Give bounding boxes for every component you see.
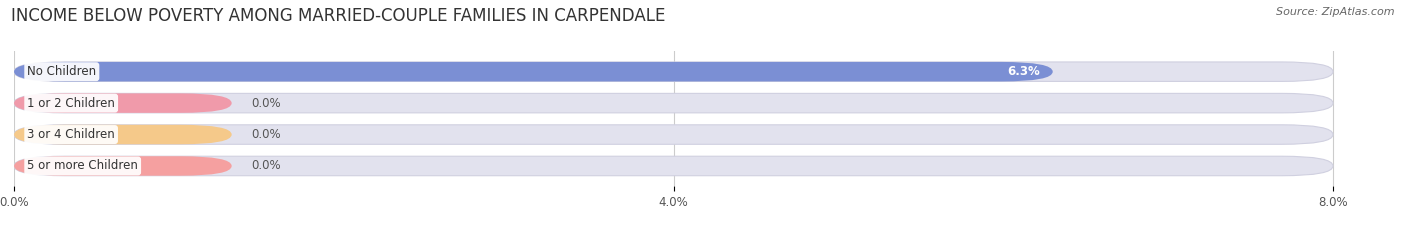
Text: 0.0%: 0.0% <box>252 159 281 172</box>
FancyBboxPatch shape <box>14 93 232 113</box>
FancyBboxPatch shape <box>14 62 1053 81</box>
Text: 0.0%: 0.0% <box>252 128 281 141</box>
Text: 6.3%: 6.3% <box>1007 65 1039 78</box>
FancyBboxPatch shape <box>14 156 232 176</box>
Text: 0.0%: 0.0% <box>252 97 281 110</box>
Text: 5 or more Children: 5 or more Children <box>27 159 138 172</box>
Text: 3 or 4 Children: 3 or 4 Children <box>27 128 115 141</box>
Text: 1 or 2 Children: 1 or 2 Children <box>27 97 115 110</box>
FancyBboxPatch shape <box>14 62 1333 81</box>
FancyBboxPatch shape <box>14 156 1333 176</box>
FancyBboxPatch shape <box>14 125 1333 144</box>
Text: INCOME BELOW POVERTY AMONG MARRIED-COUPLE FAMILIES IN CARPENDALE: INCOME BELOW POVERTY AMONG MARRIED-COUPL… <box>11 7 665 25</box>
Text: Source: ZipAtlas.com: Source: ZipAtlas.com <box>1277 7 1395 17</box>
FancyBboxPatch shape <box>14 93 1333 113</box>
FancyBboxPatch shape <box>14 125 232 144</box>
Text: No Children: No Children <box>27 65 97 78</box>
